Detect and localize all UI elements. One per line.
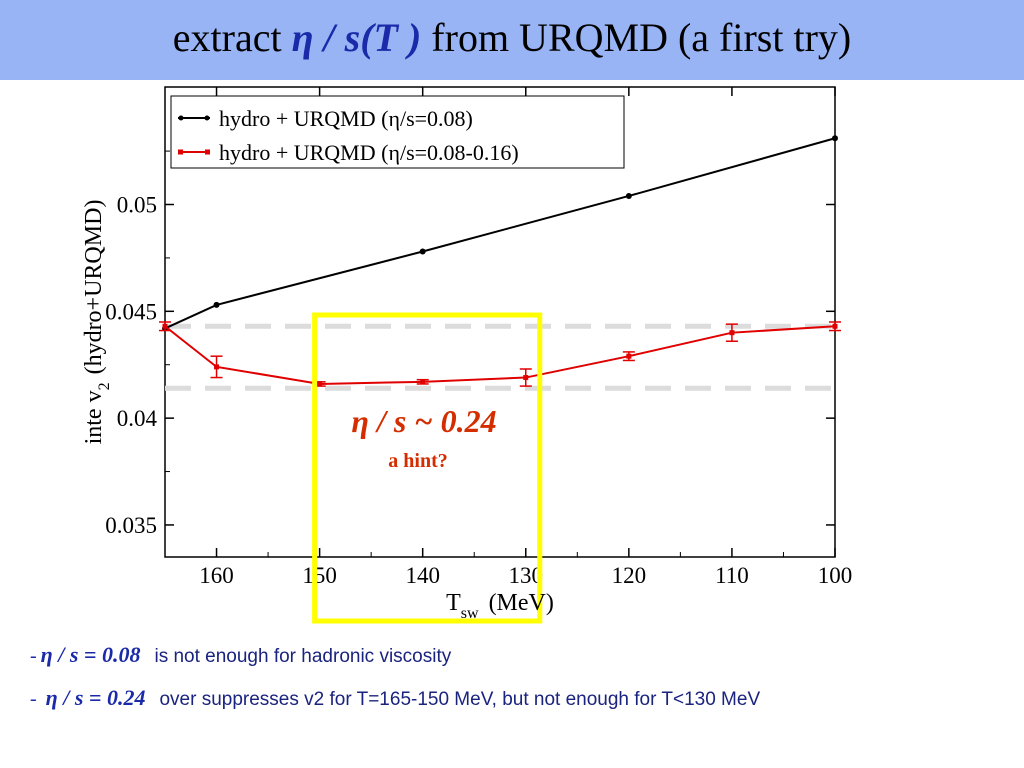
note-2: - η / s = 0.24 over suppresses v2 for T=1… xyxy=(30,685,760,711)
x-tick-label-160: 160 xyxy=(199,563,234,588)
note-1-prefix: - xyxy=(30,645,37,667)
series-2-line xyxy=(164,325,836,385)
x-axis-label: Tsw (MeV) xyxy=(446,590,554,622)
series-2-point xyxy=(317,381,323,387)
series-2-point xyxy=(523,375,529,381)
y-tick-label-0.045: 0.045 xyxy=(105,299,157,324)
title-prefix: extract xyxy=(172,15,282,60)
legend-label-series-2: hydro + URQMD (η/s=0.08-0.16) xyxy=(219,140,519,165)
legend-label-series-1: hydro + URQMD (η/s=0.08) xyxy=(219,106,473,131)
note-1-symbol: η / s = 0.08 xyxy=(40,642,141,667)
x-tick-label-100: 100 xyxy=(818,563,853,588)
y-axis-label: inte v2(hydro+URQMD) xyxy=(81,200,113,445)
legend: hydro + URQMD (η/s=0.08) hydro + URQMD (… xyxy=(170,95,625,169)
v2-vs-tsw-chart: 160 150 140 130 120 110 1000.0350.040.0450.05 … xyxy=(81,86,853,624)
y-tick-label-0.05: 0.05 xyxy=(117,193,157,218)
title-symbol: η / s(T ) xyxy=(291,15,422,60)
note-2-text: over suppresses v2 for T=165-150 MeV, bu… xyxy=(159,689,761,710)
series-2-point xyxy=(832,323,838,329)
highlight-box xyxy=(312,312,543,624)
x-tick-label-120: 120 xyxy=(612,563,647,588)
note-1: -η / s = 0.08 is not enough for hadronic … xyxy=(30,642,451,668)
slide-title: extract η / s(T ) from URQMD (a first tr… xyxy=(0,14,1024,61)
annotation-text: a hint? xyxy=(388,450,447,472)
x-tick-label-130: 130 xyxy=(509,563,544,588)
title-bar xyxy=(0,0,1024,80)
series-2-point xyxy=(162,323,168,329)
legend-marker-series-2 xyxy=(178,149,183,155)
series-2-point xyxy=(420,379,426,385)
series-2-point xyxy=(214,364,220,370)
annotation-symbol: η / s ~ 0.24 xyxy=(351,403,496,439)
series-1-point xyxy=(419,248,426,255)
x-tick-label-110: 110 xyxy=(715,563,749,588)
legend-marker-series-1b xyxy=(204,115,210,121)
series-1-point xyxy=(213,301,220,308)
series-2-point xyxy=(729,330,735,336)
x-tick-label-150: 150 xyxy=(302,563,337,588)
y-tick-label-0.04: 0.04 xyxy=(117,406,158,431)
y-tick-label-0.035: 0.035 xyxy=(105,513,157,538)
series-1-point xyxy=(625,192,632,199)
x-tick-label-140: 140 xyxy=(405,563,440,588)
series-1-point xyxy=(832,135,838,142)
legend-marker-series-2b xyxy=(205,149,210,155)
annotation: η / s ~ 0.24 a hint? xyxy=(351,403,496,472)
series-2-point xyxy=(626,353,632,359)
legend-marker-series-1 xyxy=(178,115,184,121)
title-suffix: from URQMD (a first try) xyxy=(431,15,852,60)
legend-frame xyxy=(170,95,625,169)
note-2-prefix: - xyxy=(30,688,42,710)
note-1-text: is not enough for hadronic viscosity xyxy=(154,646,452,667)
note-2-symbol: η / s = 0.24 xyxy=(45,685,146,710)
